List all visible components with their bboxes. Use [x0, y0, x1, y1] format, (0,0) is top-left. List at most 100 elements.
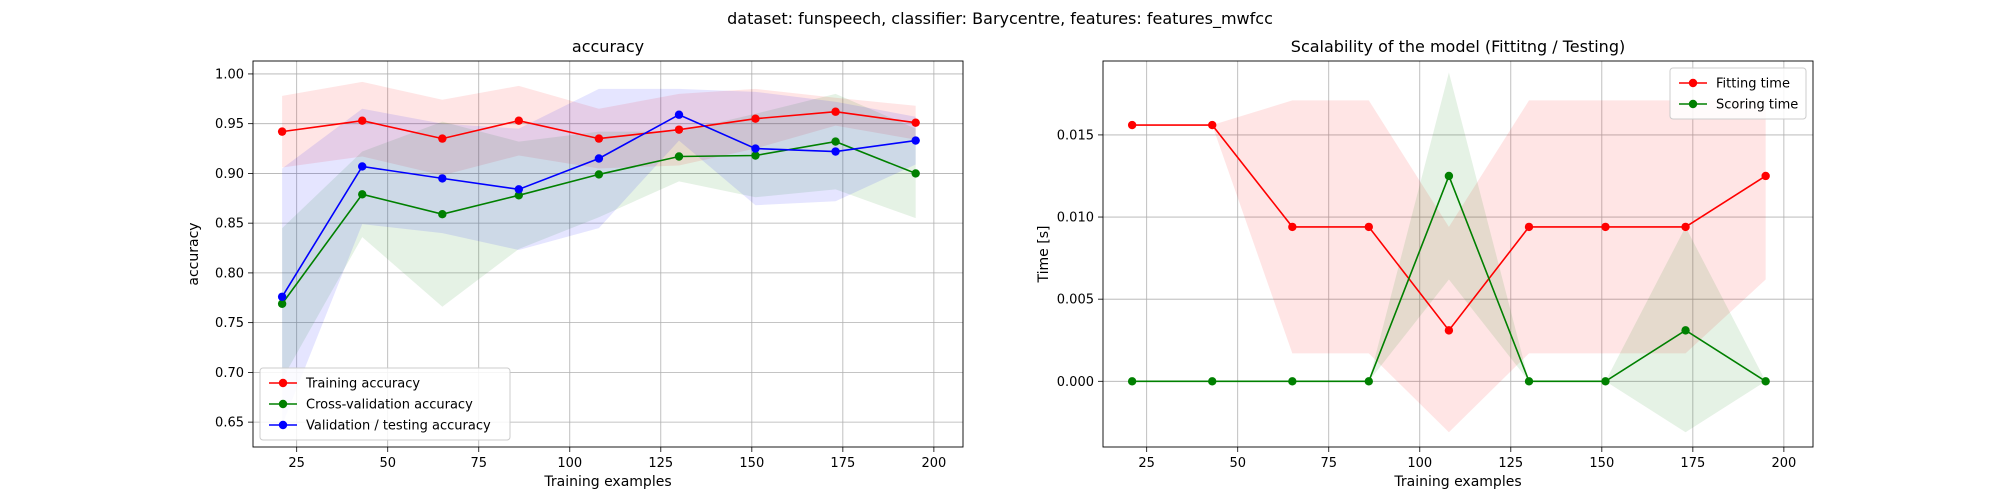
- x-tick-label: 150: [1589, 456, 1614, 471]
- x-tick-label: 75: [470, 456, 487, 471]
- y-tick-label: 1.00: [215, 67, 244, 82]
- legend-marker: [278, 399, 288, 409]
- data-point: [831, 147, 840, 156]
- data-point: [751, 114, 760, 123]
- plot-frame: [1102, 60, 1814, 448]
- data-point: [277, 127, 287, 136]
- data-point: [1761, 171, 1770, 181]
- data-point: [831, 137, 840, 146]
- x-tick-label: 200: [1771, 456, 1796, 471]
- x-tick-label: 150: [739, 456, 764, 471]
- y-tick-label: 0.85: [215, 217, 244, 232]
- x-tick-label: 100: [557, 456, 582, 471]
- data-point: [1288, 222, 1297, 232]
- data-point: [594, 154, 604, 163]
- scalability-chart: 25 50 75 100 125 150 175 200 0.000 0.005 0.010 0.01…: [1036, 37, 1814, 490]
- data-point: [1127, 120, 1137, 130]
- data-point: [277, 292, 287, 301]
- data-point: [277, 299, 287, 308]
- y-axis-label: accuracy: [186, 222, 202, 285]
- data-point: [358, 116, 367, 125]
- x-axis-label: Training examples: [543, 474, 671, 490]
- plot-frame: [252, 60, 964, 448]
- data-point: [751, 151, 760, 160]
- data-point: [1681, 222, 1690, 232]
- legend-box: [1669, 67, 1807, 120]
- y-axis-label: Time [s]: [1036, 226, 1052, 284]
- legend-marker: [1688, 78, 1698, 88]
- data-point: [674, 152, 684, 161]
- data-point: [1444, 326, 1454, 335]
- data-point: [911, 118, 920, 127]
- data-point: [1127, 377, 1137, 386]
- legend: Fitting time Scoring time: [1669, 67, 1807, 120]
- confidence-band: [282, 88, 916, 426]
- x-tick-label: 100: [1407, 456, 1432, 471]
- data-point: [1208, 120, 1217, 130]
- x-tick-label: 25: [1138, 456, 1155, 471]
- legend-label: Fitting time: [1716, 77, 1790, 92]
- data-point: [594, 134, 604, 143]
- grid: 25 50 75 100 125 150 175 200 0.000 0.005 0.010 0.01…: [1057, 61, 1813, 471]
- data-point: [1524, 377, 1534, 386]
- legend-label: Scoring time: [1716, 98, 1798, 113]
- legend-box: [259, 367, 511, 441]
- data-point: [594, 170, 604, 179]
- data-point: [438, 174, 447, 183]
- y-tick-label: 0.65: [215, 416, 244, 431]
- data-point: [1364, 377, 1373, 386]
- chart-title: accuracy: [572, 37, 644, 56]
- accuracy-chart: 25 50 75 100 125 150 175 200 0.65 0.70 0.75 0.80 0.8…: [186, 37, 964, 490]
- plot-area: [277, 81, 920, 426]
- y-tick-label: 0.010: [1057, 211, 1094, 226]
- data-point: [674, 110, 684, 119]
- chart-title: Scalability of the model (Fittitng / Tes…: [1291, 37, 1625, 56]
- y-tick-label: 0.95: [215, 117, 244, 132]
- data-point: [438, 134, 447, 143]
- data-point: [674, 125, 684, 134]
- y-tick-label: 0.80: [215, 266, 244, 281]
- x-tick-label: 50: [379, 456, 396, 471]
- legend-label: Training accuracy: [305, 377, 420, 392]
- legend-marker: [278, 378, 288, 388]
- data-point: [514, 185, 523, 194]
- confidence-band: [1132, 72, 1766, 433]
- data-point: [1681, 326, 1690, 335]
- data-point: [751, 144, 760, 153]
- x-tick-label: 50: [1229, 456, 1246, 471]
- plot-area: [1127, 72, 1770, 433]
- x-tick-label: 175: [830, 456, 855, 471]
- y-tick-label: 0.70: [215, 366, 244, 381]
- data-point: [1444, 171, 1454, 181]
- legend-marker: [278, 420, 288, 430]
- data-point: [1288, 377, 1297, 386]
- confidence-band: [282, 81, 916, 176]
- data-point: [831, 107, 840, 116]
- data-point: [911, 136, 920, 145]
- x-tick-label: 200: [921, 456, 946, 471]
- confidence-band: [1132, 100, 1766, 433]
- data-point: [438, 210, 447, 219]
- y-tick-label: 0.75: [215, 316, 244, 331]
- x-tick-label: 125: [1498, 456, 1523, 471]
- legend-label: Validation / testing accuracy: [306, 419, 491, 434]
- data-point: [358, 162, 367, 171]
- data-point: [1364, 222, 1373, 232]
- legend-marker: [1688, 99, 1698, 109]
- x-tick-label: 25: [288, 456, 305, 471]
- y-tick-label: 0.005: [1057, 293, 1094, 308]
- legend-label: Cross-validation accuracy: [306, 398, 473, 413]
- data-point: [358, 190, 367, 199]
- data-point: [911, 169, 920, 178]
- y-tick-label: 0.000: [1057, 375, 1094, 390]
- x-axis-label: Training examples: [1393, 474, 1521, 490]
- data-point: [514, 191, 523, 200]
- data-point: [1761, 377, 1770, 386]
- figure-suptitle: dataset: funspeech, classifier: Barycent…: [727, 9, 1273, 29]
- legend: Training accuracy Cross-validation accura…: [259, 367, 511, 441]
- confidence-band: [282, 93, 916, 380]
- x-tick-label: 175: [1680, 456, 1705, 471]
- x-tick-label: 75: [1320, 456, 1337, 471]
- x-tick-label: 125: [648, 456, 673, 471]
